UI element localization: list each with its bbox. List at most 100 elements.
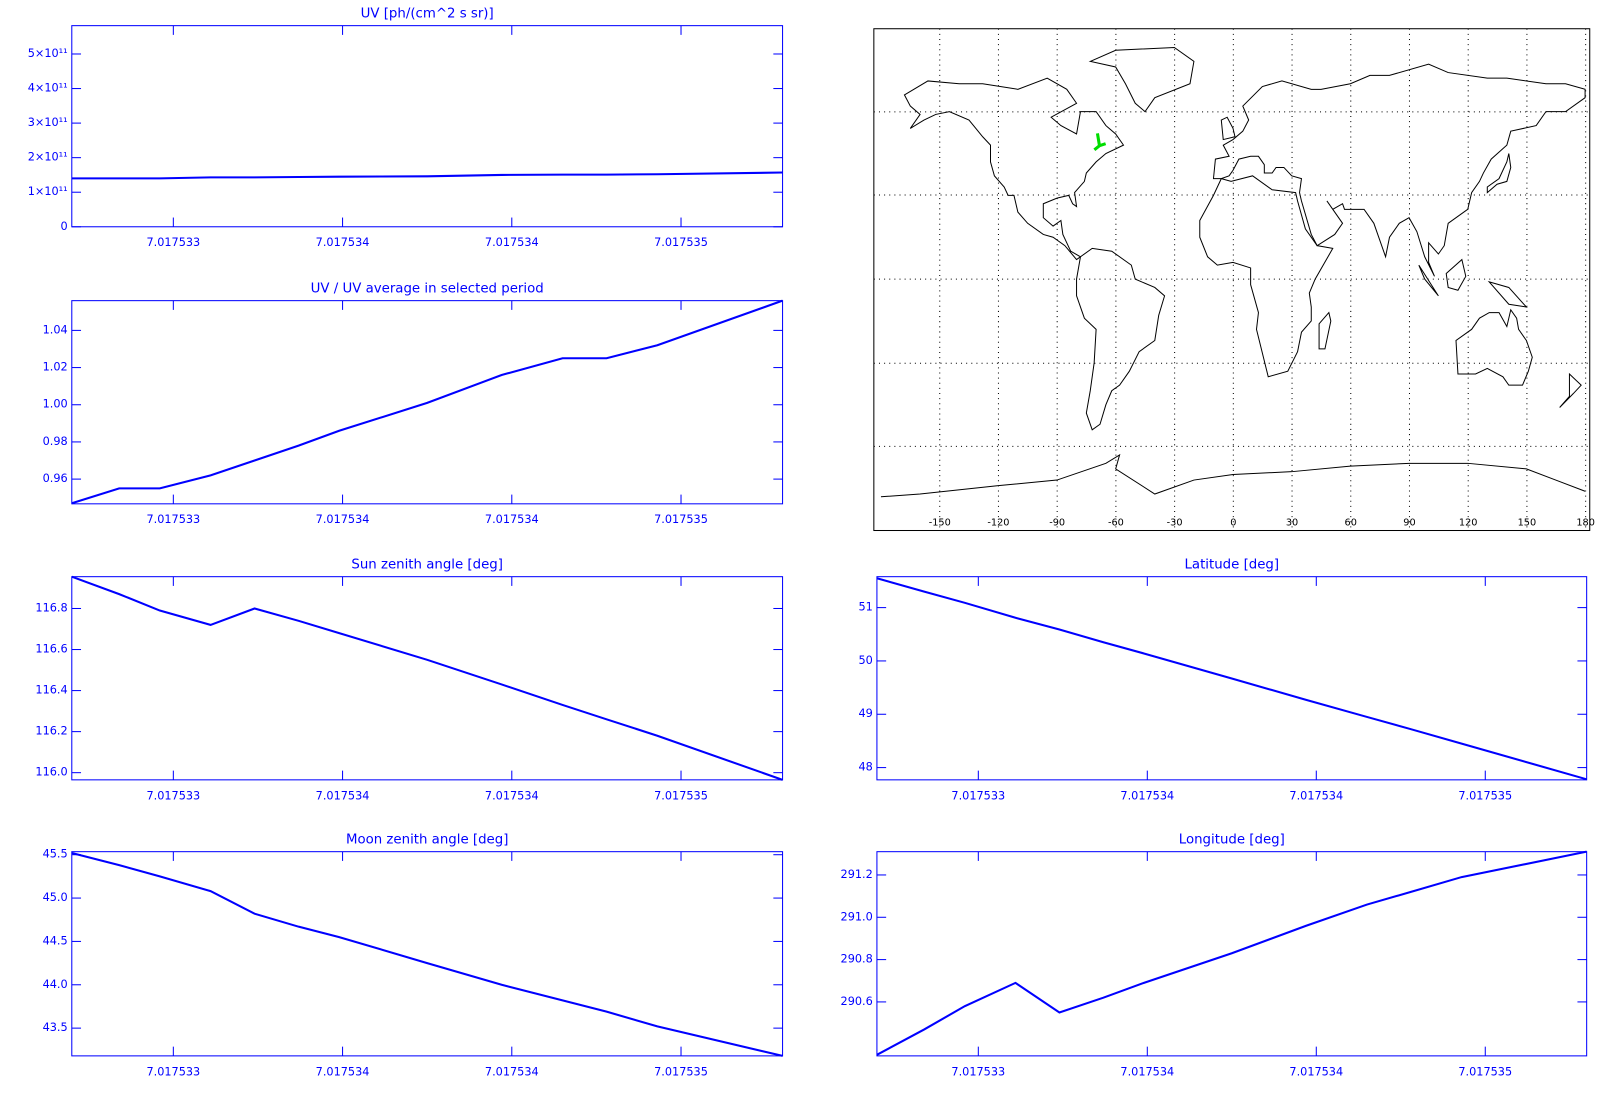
sumatra (1419, 265, 1439, 296)
britain (1221, 117, 1235, 139)
new-guinea (1489, 282, 1526, 307)
y-tick-label: 1.04 (43, 323, 68, 336)
chart-title: Moon zenith angle [deg] (346, 832, 508, 847)
lat-grid (873, 111, 1590, 447)
y-tick-label: 291.0 (841, 910, 873, 923)
australia (1456, 310, 1532, 385)
x-tick-label: 7.017535 (654, 236, 708, 249)
africa (1200, 176, 1333, 377)
y-tick-label: 49 (858, 707, 872, 720)
y-tick-label: 1×10¹¹ (28, 185, 68, 198)
y-tick-label: 116.4 (35, 684, 67, 697)
y-tick-label: 0.98 (43, 435, 68, 448)
data-line (71, 851, 783, 1057)
x-tick-label: 7.017535 (654, 1065, 708, 1078)
y-tick-label: 50 (858, 654, 872, 667)
y-tick-label: 43.5 (43, 1021, 68, 1034)
lon-tick-label: 0 (1230, 517, 1236, 528)
lon-tick-label: -150 (929, 517, 951, 528)
lon-tick-label: -30 (1167, 517, 1183, 528)
x-tick-label: 7.017533 (146, 1065, 200, 1078)
plot-frame (71, 300, 784, 505)
y-tick-label: 5×10¹¹ (28, 47, 68, 60)
lon-tick-label: -120 (987, 517, 1009, 528)
y-tick-label: 45.5 (43, 848, 68, 861)
borneo (1446, 260, 1466, 291)
y-tick-label: 0.96 (43, 472, 68, 485)
chart-title: UV [ph/(cm^2 s sr)] (361, 6, 494, 21)
x-tick-label: 7.017534 (316, 513, 370, 526)
chart-title: UV / UV average in selected period (311, 281, 544, 296)
plot-frame (876, 851, 1588, 1057)
data-line (71, 171, 783, 180)
japan (1487, 154, 1510, 193)
x-tick-label: 7.017534 (1120, 1065, 1174, 1078)
plot-frame (71, 576, 784, 781)
south-america (1077, 248, 1165, 429)
antarctica (881, 455, 1585, 497)
data-line (71, 299, 783, 505)
x-tick-label: 7.017533 (951, 789, 1005, 802)
y-tick-label: 1.00 (43, 398, 68, 411)
lon-tick-label: 60 (1345, 517, 1357, 528)
map-frame (873, 28, 1591, 532)
x-tick-label: 7.017533 (951, 1065, 1005, 1078)
data-line (876, 577, 1587, 781)
y-tick-label: 291.2 (841, 868, 873, 881)
x-tick-label: 7.017534 (316, 789, 370, 802)
y-tick-label: 48 (858, 761, 872, 774)
y-tick-label: 116.6 (35, 643, 67, 656)
y-tick-label: 0 (61, 220, 68, 233)
lon-tick-label: 150 (1518, 517, 1537, 528)
y-tick-label: 116.0 (35, 766, 67, 779)
y-tick-label: 44.0 (43, 978, 68, 991)
x-tick-label: 7.017534 (485, 513, 539, 526)
data-line (71, 575, 783, 781)
lon-tick-label: -90 (1049, 517, 1065, 528)
data-line (876, 850, 1587, 1056)
madagascar (1319, 313, 1331, 349)
y-tick-label: 116.2 (35, 725, 67, 738)
lon-tick-label: 120 (1459, 517, 1478, 528)
y-tick-label: 3×10¹¹ (28, 116, 68, 129)
y-tick-label: 51 (858, 601, 872, 614)
x-tick-label: 7.017533 (146, 236, 200, 249)
y-tick-label: 2×10¹¹ (28, 151, 68, 164)
plot-frame (71, 25, 784, 228)
y-tick-label: 290.6 (841, 995, 873, 1008)
chart-title: Sun zenith angle [deg] (351, 557, 503, 572)
lon-tick-label: 30 (1286, 517, 1298, 528)
y-tick-label: 1.02 (43, 361, 68, 374)
x-tick-label: 7.017534 (316, 1065, 370, 1078)
lon-tick-label: 180 (1576, 517, 1595, 528)
x-tick-label: 7.017534 (1289, 789, 1343, 802)
eurasia (1213, 64, 1585, 276)
lon-tick-label: 90 (1403, 517, 1415, 528)
x-tick-label: 7.017535 (1458, 1065, 1512, 1078)
x-tick-label: 7.017533 (146, 513, 200, 526)
x-tick-label: 7.017535 (654, 789, 708, 802)
x-tick-label: 7.017533 (146, 789, 200, 802)
y-tick-label: 44.5 (43, 934, 68, 947)
x-tick-label: 7.017534 (1289, 1065, 1343, 1078)
x-tick-label: 7.017534 (485, 236, 539, 249)
x-tick-label: 7.017534 (485, 789, 539, 802)
x-tick-label: 7.017535 (1458, 789, 1512, 802)
y-tick-label: 4×10¹¹ (28, 82, 68, 95)
x-tick-label: 7.017534 (316, 236, 370, 249)
x-tick-label: 7.017535 (654, 513, 708, 526)
y-tick-label: 45.0 (43, 891, 68, 904)
plot-frame (876, 576, 1588, 781)
chart-title: Longitude [deg] (1179, 832, 1285, 847)
y-tick-label: 290.8 (841, 953, 873, 966)
coastlines (881, 47, 1585, 496)
plot-frame (71, 851, 784, 1057)
satellite-track (1093, 133, 1107, 152)
north-america (904, 78, 1123, 259)
lon-tick-label: -60 (1108, 517, 1124, 528)
greenland (1090, 47, 1194, 111)
x-tick-label: 7.017534 (485, 1065, 539, 1078)
chart-title: Latitude [deg] (1184, 557, 1279, 572)
